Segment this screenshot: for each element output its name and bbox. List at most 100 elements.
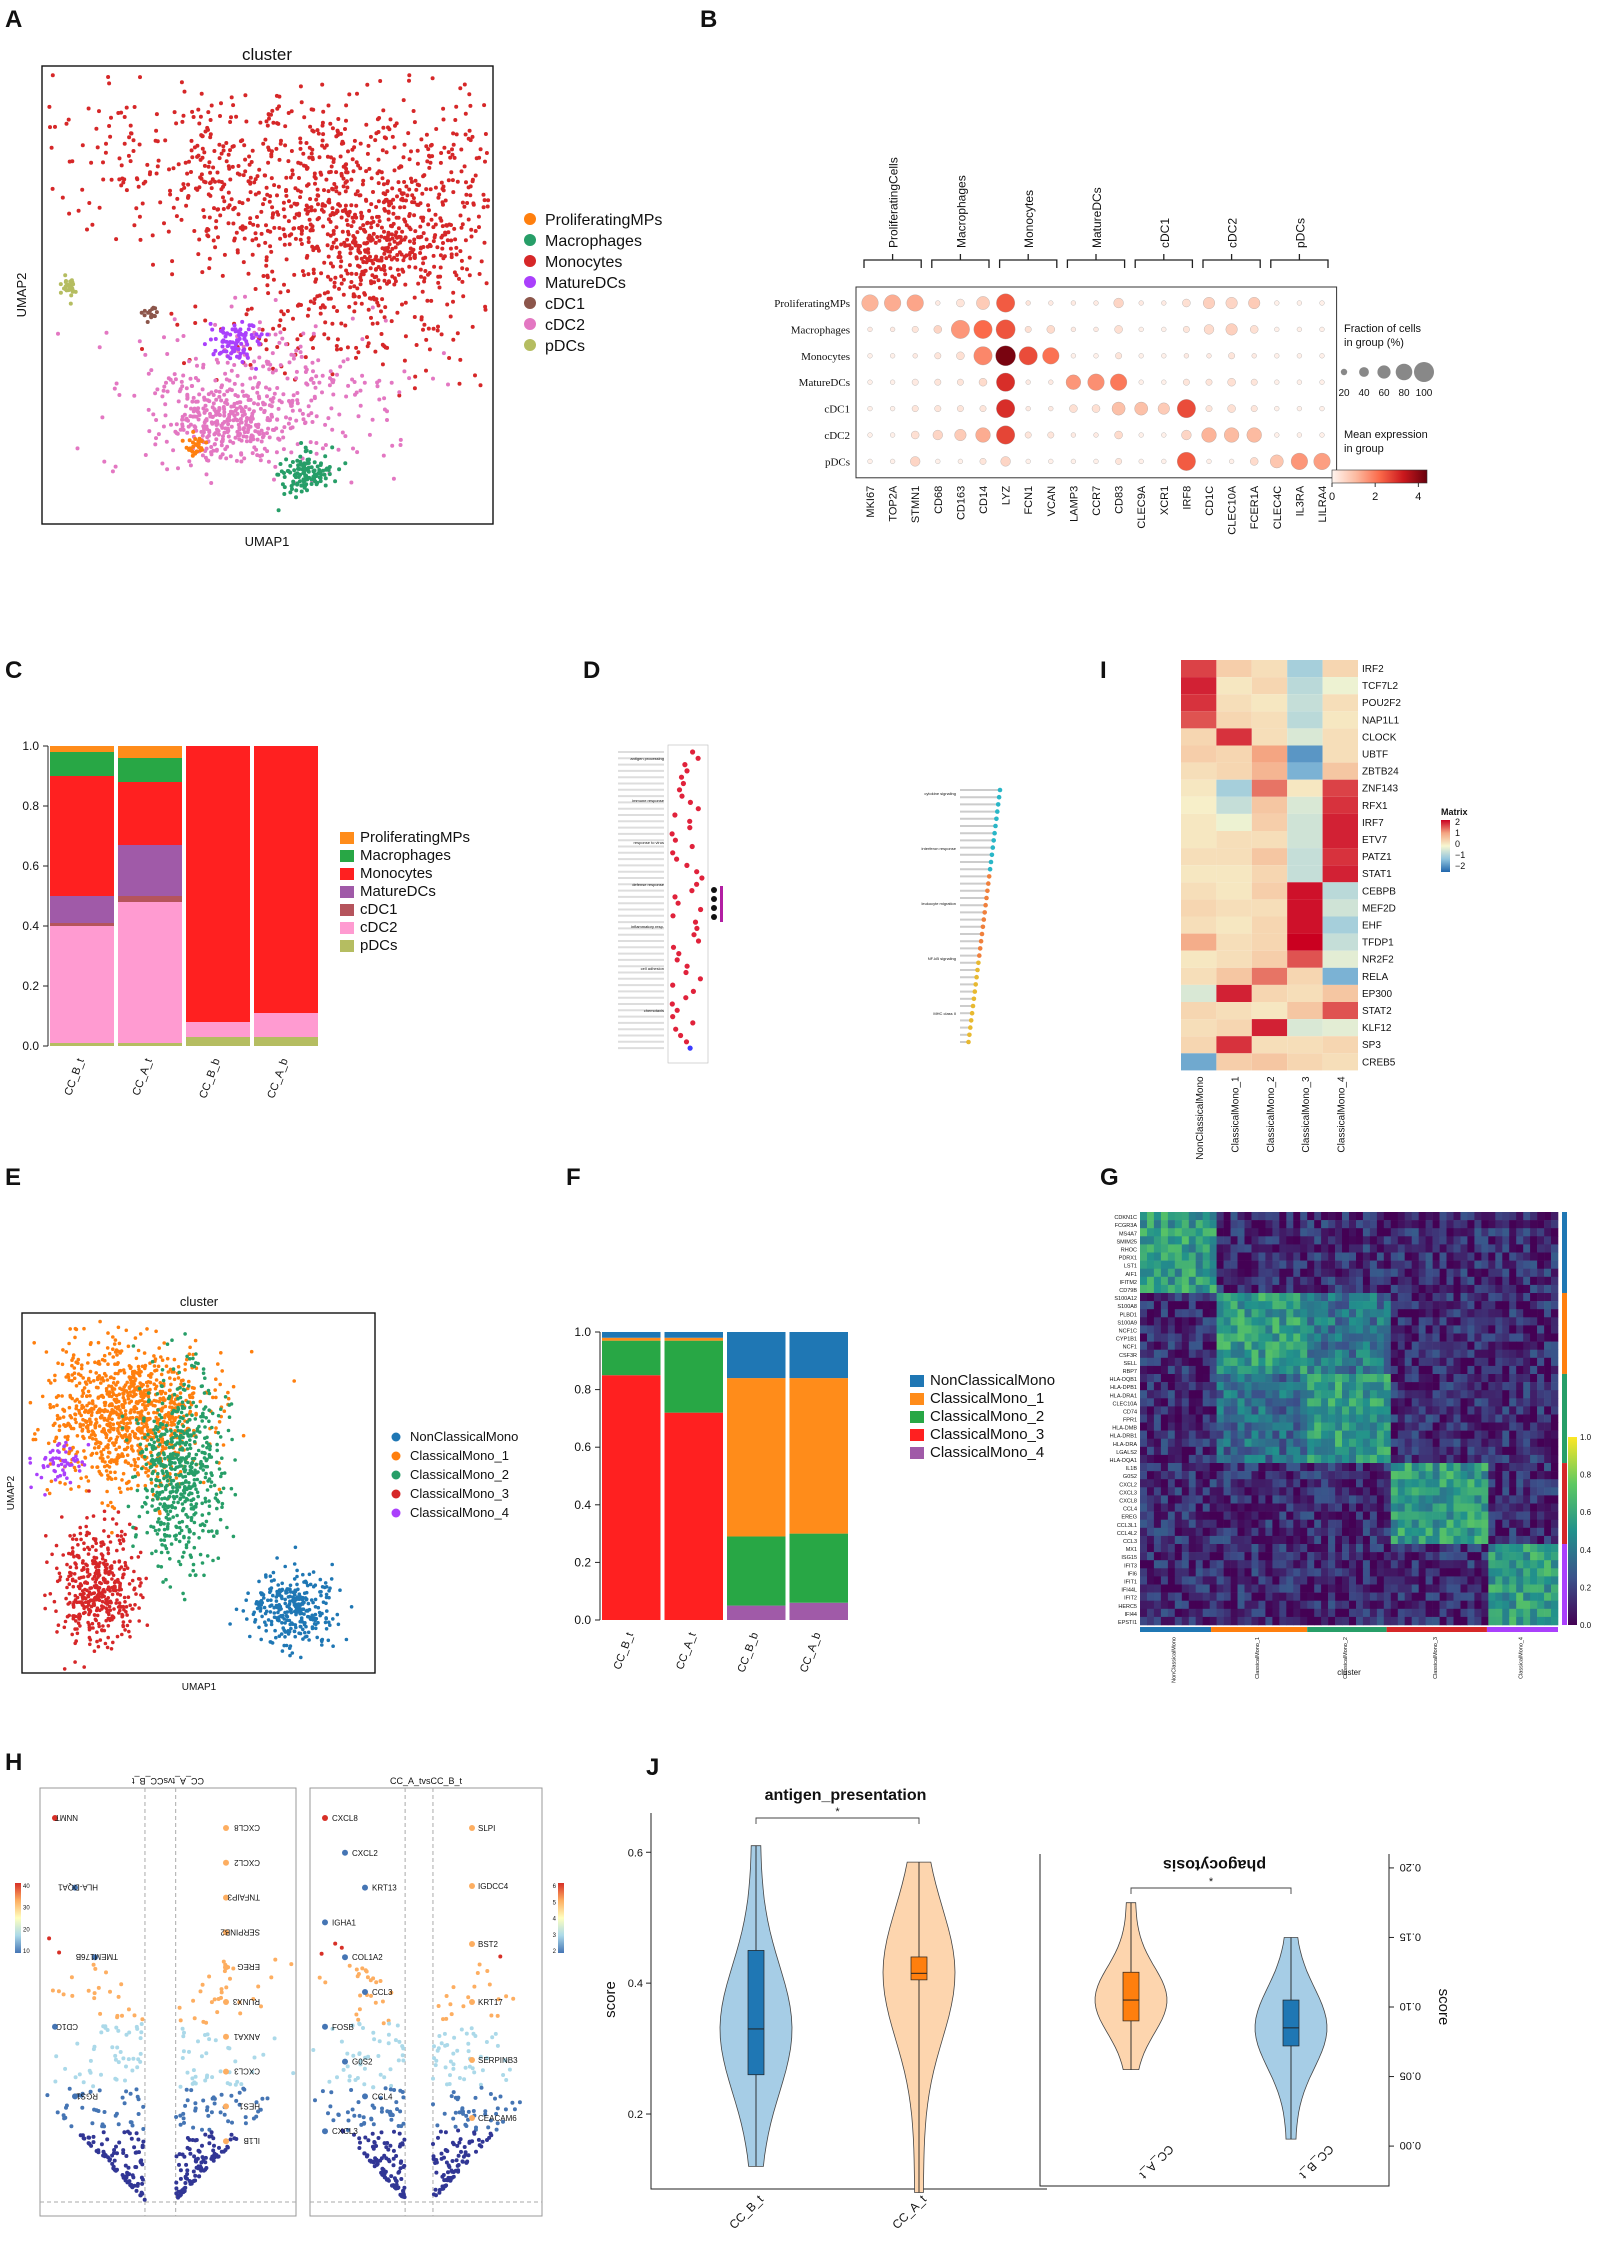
umap-point-macrophages	[315, 464, 320, 469]
umap-point-classicalmono_1	[108, 1412, 113, 1417]
umap-point-monocytes	[284, 257, 289, 262]
umap-point-classicalmono_2	[174, 1533, 178, 1538]
umap-point-monocytes	[289, 109, 294, 114]
umap-point-classicalmono_2	[174, 1489, 178, 1494]
umap-point-cdc2	[277, 340, 282, 345]
umap-point-monocytes	[354, 355, 358, 360]
tf-heatmap-row-label: ZBTB24	[1362, 767, 1399, 778]
umap-point-cdc2	[176, 399, 181, 404]
umap-point-monocytes	[290, 168, 295, 173]
umap-point-monocytes	[315, 128, 320, 133]
umap-point-cdc2	[370, 417, 375, 422]
umap-point-monocytes	[271, 326, 276, 331]
umap-point-monocytes	[249, 160, 254, 164]
umap-point-classicalmono_3	[96, 1575, 100, 1579]
umap-point-classicalmono_3	[108, 1608, 113, 1612]
umap-point-cdc2	[240, 382, 245, 387]
enrichment-dot	[974, 974, 979, 980]
umap-point-classicalmono_2	[185, 1413, 189, 1417]
umap-point-classicalmono_1	[124, 1389, 129, 1393]
umap-point-classicalmono_3	[62, 1667, 67, 1671]
enrichment-dot	[679, 793, 685, 799]
umap-point-classicalmono_2	[131, 1544, 135, 1548]
tf-heatmap-cell	[1216, 762, 1252, 780]
umap-point-classicalmono_3	[100, 1628, 104, 1632]
umap-point-monocytes	[253, 192, 258, 197]
enrichment-term-label: NF-kB signaling	[928, 956, 956, 961]
umap-point-monocytes	[426, 222, 431, 227]
umap-point-classicalmono_1	[57, 1424, 62, 1428]
umap-point-classicalmono_2	[137, 1386, 142, 1391]
dot-cd83	[1115, 458, 1122, 465]
umap-point-maturedcs	[242, 347, 247, 352]
umap-point-cdc2	[161, 388, 166, 393]
umap-point-monocytes	[358, 275, 363, 280]
umap-point-classicalmono_3	[86, 1552, 91, 1556]
legend-label-maturedcs: MatureDCs	[360, 883, 436, 900]
dotplot-group-label: ProliferatingCells	[887, 157, 901, 248]
umap-point-classicalmono_3	[116, 1605, 121, 1609]
legend-swatch-cdc2	[340, 922, 354, 934]
dot-lilra4	[1319, 432, 1325, 438]
umap-point-monocytes	[275, 193, 279, 198]
umap-point-monocytes	[392, 145, 397, 150]
umap-point-monocytes	[465, 267, 469, 272]
umap-point-classicalmono_2	[150, 1551, 154, 1556]
umap-point-classicalmono_2	[199, 1459, 203, 1464]
umap-point-classicalmono_1	[99, 1381, 103, 1385]
umap-point-classicalmono_1	[125, 1421, 130, 1426]
umap-point-classicalmono_2	[182, 1550, 186, 1555]
umap-point-classicalmono_1	[118, 1408, 122, 1412]
umap-point-monocytes	[329, 155, 333, 160]
umap-point-monocytes	[148, 170, 153, 175]
umap-point-cdc2	[225, 444, 230, 449]
dotplot-bracket	[1202, 259, 1261, 268]
umap-point-classicalmono_1	[121, 1405, 126, 1410]
tf-heatmap-cell	[1287, 813, 1323, 831]
umap-point-classicalmono_1	[126, 1394, 130, 1398]
umap-point-cdc2	[328, 376, 332, 381]
umap-point-monocytes	[419, 234, 424, 239]
umap-point-monocytes	[418, 224, 423, 229]
umap-point-monocytes	[103, 150, 108, 155]
dot-ccr7	[1087, 373, 1105, 391]
umap-point-classicalmono_2	[194, 1352, 198, 1356]
umap-point-classicalmono_2	[182, 1534, 186, 1539]
dot-vcan	[1047, 431, 1055, 439]
umap-point-cdc2	[110, 469, 115, 474]
umap-point-classicalmono_2	[160, 1490, 165, 1494]
umap-point-classicalmono_3	[86, 1620, 90, 1625]
umap-point-monocytes	[469, 234, 474, 239]
umap-point-monocytes	[344, 166, 349, 171]
umap-point-classicalmono_4	[57, 1456, 61, 1461]
umap-point-cdc2	[243, 294, 247, 299]
umap-point-cdc2	[351, 446, 355, 451]
umap-point-monocytes	[386, 217, 391, 222]
umap-point-classicalmono_2	[192, 1440, 197, 1444]
legend-label-maturedcs: MatureDCs	[545, 275, 626, 292]
umap-point-classicalmono_1	[142, 1351, 147, 1355]
umap-point-monocytes	[265, 275, 270, 280]
umap-point-monocytes	[352, 309, 357, 314]
umap-point-monocytes	[354, 345, 359, 350]
umap-point-monocytes	[312, 301, 317, 305]
umap-point-classicalmono_3	[101, 1561, 106, 1565]
umap-point-classicalmono_1	[113, 1476, 118, 1481]
umap-point-monocytes	[230, 144, 235, 149]
umap-point-classicalmono_1	[152, 1364, 157, 1368]
umap-point-classicalmono_2	[194, 1435, 198, 1439]
umap-point-cdc2	[280, 429, 285, 434]
umap-point-cdc2	[265, 394, 269, 399]
umap-point-monocytes	[483, 132, 488, 136]
umap-point-cdc2	[202, 395, 207, 400]
dot-cd14	[973, 320, 993, 339]
umap-point-monocytes	[434, 127, 439, 131]
umap-point-classicalmono_1	[151, 1403, 155, 1408]
umap-point-cdc2	[201, 365, 206, 370]
bar-seg-monocytes	[254, 746, 318, 1013]
umap-point-cdc2	[222, 392, 227, 397]
umap-point-classicalmono_1	[113, 1350, 118, 1354]
umap-point-monocytes	[269, 176, 274, 181]
umap-point-monocytes	[439, 218, 444, 223]
umap-point-classicalmono_3	[92, 1591, 97, 1595]
